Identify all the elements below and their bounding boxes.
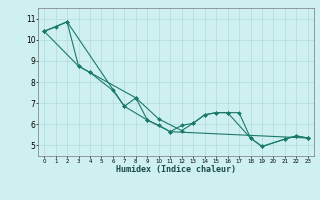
X-axis label: Humidex (Indice chaleur): Humidex (Indice chaleur) bbox=[116, 165, 236, 174]
